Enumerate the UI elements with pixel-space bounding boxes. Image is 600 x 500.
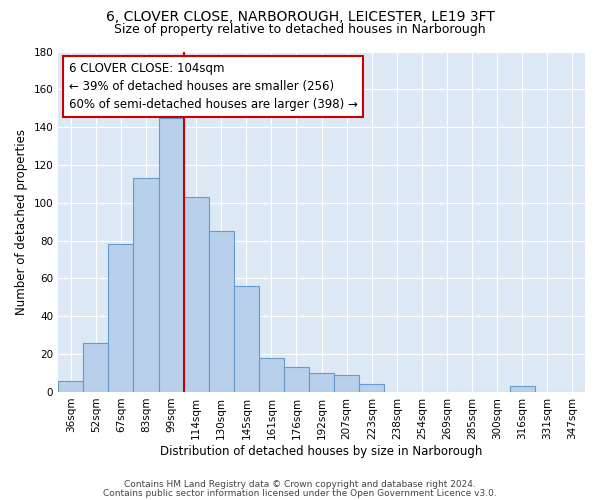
Bar bbox=[284, 368, 309, 392]
Bar bbox=[259, 358, 284, 392]
Bar bbox=[359, 384, 385, 392]
Bar bbox=[109, 244, 133, 392]
Y-axis label: Number of detached properties: Number of detached properties bbox=[15, 128, 28, 314]
Bar bbox=[334, 375, 359, 392]
Bar bbox=[133, 178, 158, 392]
X-axis label: Distribution of detached houses by size in Narborough: Distribution of detached houses by size … bbox=[160, 444, 483, 458]
Bar bbox=[309, 373, 334, 392]
Bar bbox=[184, 197, 209, 392]
Bar bbox=[83, 343, 109, 392]
Bar bbox=[234, 286, 259, 392]
Text: 6, CLOVER CLOSE, NARBOROUGH, LEICESTER, LE19 3FT: 6, CLOVER CLOSE, NARBOROUGH, LEICESTER, … bbox=[106, 10, 494, 24]
Bar bbox=[58, 380, 83, 392]
Bar bbox=[209, 231, 234, 392]
Bar bbox=[510, 386, 535, 392]
Bar bbox=[158, 118, 184, 392]
Text: Size of property relative to detached houses in Narborough: Size of property relative to detached ho… bbox=[114, 22, 486, 36]
Text: Contains HM Land Registry data © Crown copyright and database right 2024.: Contains HM Land Registry data © Crown c… bbox=[124, 480, 476, 489]
Text: Contains public sector information licensed under the Open Government Licence v3: Contains public sector information licen… bbox=[103, 489, 497, 498]
Text: 6 CLOVER CLOSE: 104sqm
← 39% of detached houses are smaller (256)
60% of semi-de: 6 CLOVER CLOSE: 104sqm ← 39% of detached… bbox=[69, 62, 358, 110]
